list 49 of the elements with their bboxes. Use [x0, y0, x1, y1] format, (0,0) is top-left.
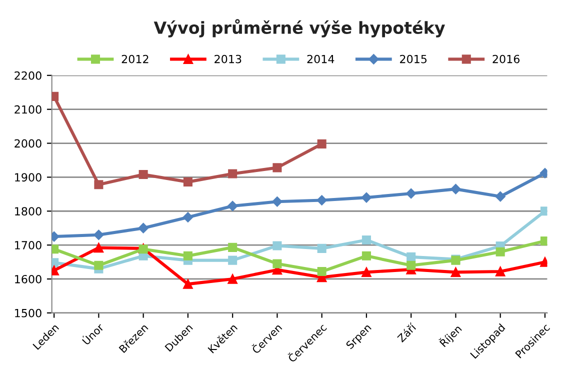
point — [228, 242, 238, 252]
y-tick-label: 2200 — [14, 71, 42, 80]
point — [496, 247, 505, 256]
point — [182, 212, 194, 222]
y-tick-label: 1900 — [15, 173, 42, 182]
legend-label: 2016 — [492, 54, 520, 64]
point — [361, 192, 372, 203]
point — [272, 196, 282, 207]
y-tick-label: 1600 — [15, 274, 42, 284]
point — [450, 184, 461, 194]
point — [227, 200, 238, 212]
point — [272, 241, 282, 250]
legend-label: 2014 — [307, 54, 334, 64]
chart-title: Vývoj průměrné výše hypotéky — [154, 19, 445, 38]
point — [406, 188, 416, 199]
point — [362, 267, 372, 278]
point — [94, 230, 104, 240]
point — [317, 267, 326, 276]
legend-label: 2015 — [400, 54, 427, 64]
point — [272, 259, 282, 268]
legend-label: 2013 — [214, 54, 242, 64]
point — [272, 163, 282, 172]
point — [406, 252, 416, 262]
point — [138, 222, 148, 234]
point — [183, 177, 192, 186]
point — [495, 191, 506, 202]
point — [94, 260, 104, 270]
point — [450, 267, 461, 278]
point — [317, 244, 326, 253]
point — [228, 256, 238, 265]
y-tick-label: 1500 — [15, 308, 42, 318]
y-tick-label: 1800 — [15, 207, 42, 216]
point — [317, 139, 326, 148]
legend-label: 2012 — [122, 54, 148, 64]
point — [316, 195, 327, 206]
point — [495, 266, 506, 276]
point — [228, 274, 238, 284]
point — [228, 169, 238, 178]
point — [183, 251, 192, 260]
y-tick-label: 2000 — [14, 139, 42, 148]
point — [362, 251, 371, 260]
point — [94, 180, 104, 190]
point — [183, 279, 193, 289]
point — [362, 235, 371, 244]
y-tick-label: 2100 — [14, 105, 42, 114]
y-tick-label: 1700 — [15, 241, 42, 250]
point — [406, 260, 416, 270]
point — [138, 170, 148, 179]
point — [94, 242, 104, 253]
